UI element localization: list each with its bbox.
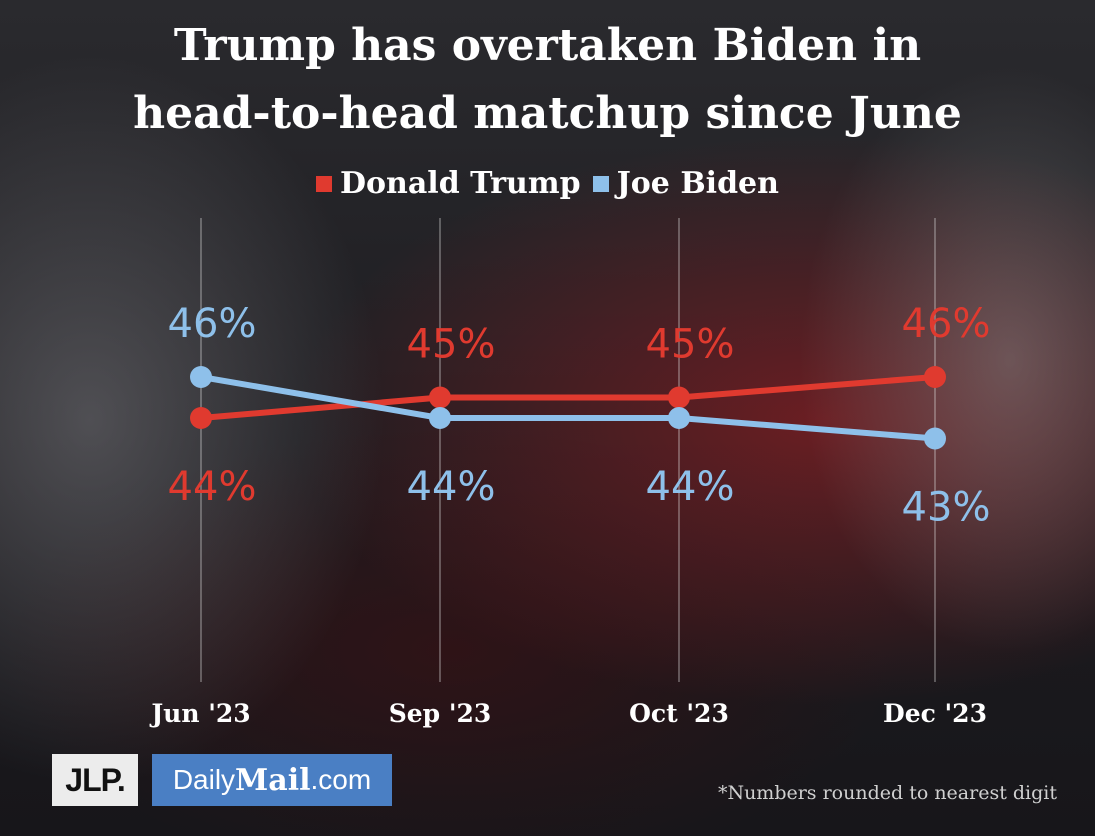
dailymail-logo-suffix: .com [310, 764, 372, 795]
data-point-biden-1 [429, 407, 451, 429]
data-label-trump-3: 46% [902, 301, 991, 347]
chart-footnote: *Numbers rounded to nearest digit [717, 782, 1057, 804]
data-point-trump-2 [668, 386, 690, 409]
legend-label-biden: Joe Biden [616, 166, 779, 201]
dailymail-logo: Daily Mail .com [152, 754, 392, 806]
data-label-biden-3: 43% [902, 485, 991, 531]
data-point-biden-2 [668, 407, 690, 429]
data-point-trump-1 [429, 386, 451, 409]
data-point-biden-0 [190, 366, 212, 388]
x-tick-label-3: Dec '23 [883, 699, 987, 728]
x-tick-label-2: Oct '23 [629, 699, 729, 728]
legend-swatch-trump [316, 175, 333, 192]
legend-item-biden: Joe Biden [592, 166, 779, 201]
data-point-trump-0 [190, 407, 212, 429]
chart-legend: Donald Trump Joe Biden [0, 166, 1095, 201]
data-label-trump-1: 45% [407, 322, 496, 368]
jlp-logo: JLP. [52, 754, 138, 806]
data-point-trump-3 [924, 366, 946, 388]
data-label-biden-2: 44% [646, 464, 735, 510]
x-tick-label-0: Jun '23 [149, 699, 250, 728]
x-tick-label-1: Sep '23 [389, 699, 492, 728]
dailymail-logo-prefix: Daily [172, 764, 236, 795]
chart-title-line-2: head-to-head matchup since June [133, 88, 962, 139]
series-line-biden [198, 374, 938, 442]
chart-title-line-1: Trump has overtaken Biden in [173, 20, 922, 71]
legend-swatch-biden [592, 175, 609, 192]
data-label-biden-1: 44% [407, 464, 496, 510]
data-label-biden-0: 46% [168, 301, 257, 347]
data-point-biden-3 [924, 427, 946, 450]
data-label-trump-2: 45% [646, 322, 735, 368]
legend-item-trump: Donald Trump [316, 166, 581, 201]
dailymail-logo-mail: Mail [235, 762, 311, 798]
series-line-trump [198, 374, 938, 421]
legend-label-trump: Donald Trump [340, 166, 581, 201]
data-label-trump-0: 44% [168, 464, 257, 510]
